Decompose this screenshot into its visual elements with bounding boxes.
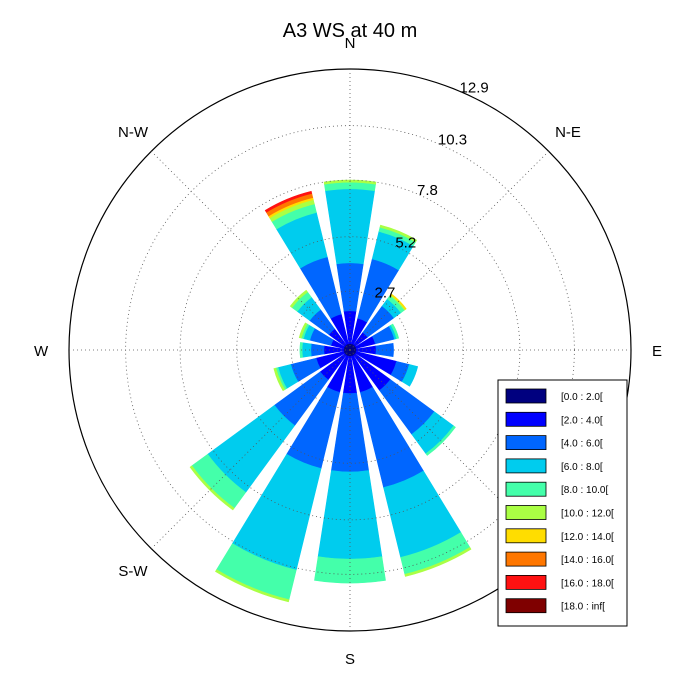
- direction-label-S-W: S-W: [118, 563, 148, 580]
- direction-label-N: N: [345, 35, 356, 52]
- grid-spoke-1: [349, 151, 549, 351]
- legend-swatch-8: [505, 575, 547, 590]
- ring-labels: 2.7 5.2 7.8 10.3 12.9: [375, 79, 489, 301]
- sector-N-bin-3: [325, 188, 375, 265]
- legend-swatch-0: [505, 388, 547, 404]
- legend-swatch-6: [505, 528, 547, 544]
- legend-label-7: [14.0 : 16.0[: [561, 555, 614, 566]
- ring-label: 2.7: [375, 285, 396, 302]
- grid-ring-2: [179, 179, 521, 521]
- legend-swatch-2: [505, 435, 547, 451]
- legend-label-4: [8.0 : 10.0[: [561, 485, 608, 496]
- legend: [0.0 : 2.0[ [2.0 : 4.0[ [4.0 : 6.0[ [6.0 : …: [497, 379, 628, 627]
- sector-bars: [189, 179, 472, 603]
- grid-spoke-3: [349, 349, 549, 549]
- sector-SW-bin-5: [189, 465, 235, 511]
- legend-label-9: [18.0 : inf[: [561, 602, 605, 613]
- legend-swatch-5: [505, 505, 547, 520]
- sector-SE-bin-4: [425, 425, 456, 456]
- sector-S-bin-2: [331, 392, 369, 473]
- sector-E-bin-2: [375, 343, 394, 357]
- legend-label-6: [12.0 : 14.0[: [561, 532, 614, 543]
- grid-ring-1: [236, 236, 464, 464]
- grid-spoke-5: [151, 349, 351, 549]
- direction-label-W: W: [34, 343, 49, 360]
- legend-label-0: [0.0 : 2.0[: [561, 392, 603, 403]
- legend-swatch-4: [505, 481, 547, 497]
- sector-ESE-bin-3: [401, 364, 419, 387]
- sector-SSE-bin-5: [404, 546, 472, 577]
- sector-N-bin-2: [336, 262, 364, 312]
- direction-labels: N N-E E S S-W W N-W: [34, 35, 662, 668]
- legend-label-3: [6.0 : 8.0[: [561, 462, 603, 473]
- legend-swatch-9: [505, 598, 547, 614]
- sector-ENE-bin-4: [390, 323, 400, 339]
- legend-swatch-1: [505, 411, 547, 427]
- direction-label-N-E: N-E: [555, 124, 581, 141]
- ring-label: 5.2: [395, 234, 416, 251]
- polar-grid: [68, 68, 632, 632]
- legend-label-8: [16.0 : 18.0[: [561, 578, 614, 589]
- grid-ring-0: [290, 290, 410, 410]
- direction-label-S: S: [345, 651, 355, 668]
- ring-label: 7.8: [417, 182, 438, 199]
- chart-title: A3 WS at 40 m: [283, 20, 418, 42]
- legend-swatch-3: [505, 458, 547, 474]
- sector-NNW-bin-8: [264, 190, 313, 213]
- sector-S-bin-4: [314, 556, 386, 584]
- sector-WSW-bin-5: [273, 367, 286, 392]
- direction-label-E: E: [652, 343, 662, 360]
- grid-spoke-7: [151, 151, 351, 351]
- legend-label-5: [10.0 : 12.0[: [561, 509, 614, 520]
- sector-NNE-bin-5: [379, 224, 418, 243]
- legend-swatch-7: [505, 551, 547, 567]
- sector-NE-bin-6: [390, 293, 407, 310]
- sector-N-bin-5: [323, 179, 377, 185]
- legend-label-1: [2.0 : 4.0[: [561, 415, 603, 426]
- sector-SSW-bin-5: [215, 569, 290, 603]
- direction-label-N-W: N-W: [118, 124, 149, 141]
- ring-label: 12.9: [460, 79, 489, 96]
- legend-label-2: [4.0 : 6.0[: [561, 439, 603, 450]
- ring-label: 10.3: [438, 132, 467, 149]
- sector-WNW-bin-5: [298, 322, 308, 339]
